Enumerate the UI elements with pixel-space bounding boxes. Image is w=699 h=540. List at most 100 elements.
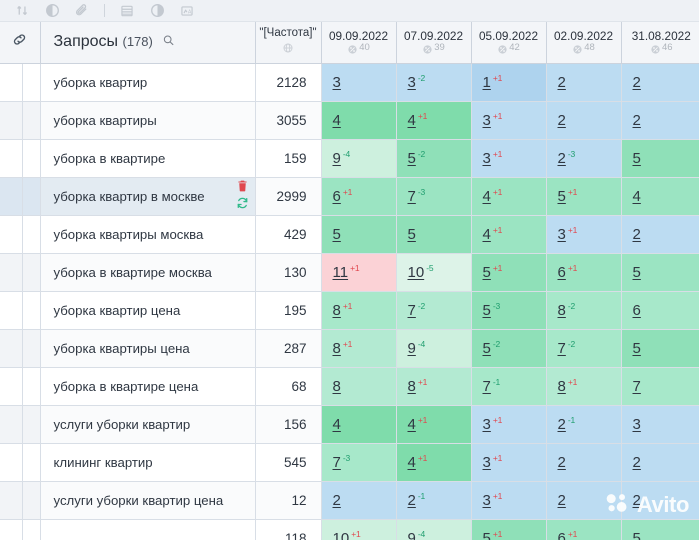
row-checkbox[interactable]	[0, 101, 23, 140]
query-cell[interactable]: уборка квартиры	[40, 101, 256, 140]
row-checkbox[interactable]	[0, 481, 23, 520]
table-row[interactable]: уборка в квартире цена 68 8 8 +1 7 -1 8 +1 7	[0, 367, 699, 406]
row-checkbox[interactable]	[0, 215, 23, 254]
trash-icon[interactable]	[236, 180, 249, 196]
date-column-header[interactable]: 31.08.2022 46	[621, 22, 699, 64]
position-cell[interactable]: 2	[321, 481, 397, 520]
refresh-icon[interactable]	[236, 197, 249, 213]
position-cell[interactable]: 8 +1	[396, 367, 472, 406]
position-cell[interactable]: 4 +1	[471, 215, 547, 254]
position-cell[interactable]: 5	[621, 253, 699, 292]
position-cell[interactable]: 2 -1	[546, 405, 622, 444]
position-cell[interactable]: 8 -2	[546, 291, 622, 330]
table-row[interactable]: услуги уборки квартир цена 12 2 2 -1 3 +1 2 2	[0, 481, 699, 520]
date-column-header[interactable]: 09.09.2022 40	[321, 22, 397, 64]
position-cell[interactable]: 5 +1	[471, 253, 547, 292]
row-flag[interactable]	[22, 63, 41, 102]
position-cell[interactable]: 4 +1	[396, 405, 472, 444]
position-cell[interactable]: 10 -5	[396, 253, 472, 292]
row-flag[interactable]	[22, 443, 41, 482]
position-cell[interactable]: 2	[546, 481, 622, 520]
date-column-header[interactable]: 05.09.2022 42	[471, 22, 547, 64]
query-cell[interactable]: уборка квартиры цена	[40, 329, 256, 368]
row-checkbox[interactable]	[0, 291, 23, 330]
table-row[interactable]: уборка квартир 2128 3 3 -2 1 +1 2 2	[0, 63, 699, 102]
position-cell[interactable]: 3	[321, 63, 397, 102]
query-cell[interactable]: уборка в квартире цена	[40, 367, 256, 406]
row-flag[interactable]	[22, 291, 41, 330]
position-cell[interactable]: 8 +1	[546, 367, 622, 406]
table-row[interactable]: клининг квартир 545 7 -3 4 +1 3 +1 2 2	[0, 443, 699, 482]
position-cell[interactable]: 6 +1	[546, 253, 622, 292]
text-image-icon[interactable]: A	[179, 3, 195, 19]
position-cell[interactable]: 9 -4	[321, 139, 397, 178]
position-cell[interactable]: 6	[621, 291, 699, 330]
row-flag[interactable]	[22, 215, 41, 254]
table-row[interactable]: услуги уборки квартир 156 4 4 +1 3 +1 2 -1 3	[0, 405, 699, 444]
query-cell[interactable]: уборка квартир	[40, 63, 256, 102]
position-cell[interactable]: 5 -2	[471, 329, 547, 368]
row-checkbox[interactable]	[0, 443, 23, 482]
position-cell[interactable]: 2 -1	[396, 481, 472, 520]
position-cell[interactable]: 3 +1	[471, 443, 547, 482]
query-cell[interactable]: услуги уборки квартир	[40, 405, 256, 444]
position-cell[interactable]: 5	[621, 139, 699, 178]
position-cell[interactable]: 7 -3	[396, 177, 472, 216]
position-cell[interactable]: 2	[546, 443, 622, 482]
position-cell[interactable]: 9 -4	[396, 329, 472, 368]
position-cell[interactable]: 2	[621, 215, 699, 254]
query-cell[interactable]	[40, 519, 256, 540]
position-cell[interactable]: 4 +1	[396, 101, 472, 140]
position-cell[interactable]: 4	[321, 101, 397, 140]
position-cell[interactable]: 8 +1	[321, 291, 397, 330]
position-cell[interactable]: 8 +1	[321, 329, 397, 368]
position-cell[interactable]: 5	[321, 215, 397, 254]
row-checkbox[interactable]	[0, 63, 23, 102]
query-cell[interactable]: клининг квартир	[40, 443, 256, 482]
position-cell[interactable]: 8	[321, 367, 397, 406]
row-checkbox[interactable]	[0, 329, 23, 368]
position-cell[interactable]: 5 +1	[471, 519, 547, 540]
position-cell[interactable]: 6 +1	[321, 177, 397, 216]
row-flag[interactable]	[22, 139, 41, 178]
position-cell[interactable]: 3 +1	[471, 481, 547, 520]
position-cell[interactable]: 4 +1	[471, 177, 547, 216]
row-flag[interactable]	[22, 101, 41, 140]
query-cell[interactable]: уборка квартиры москва	[40, 215, 256, 254]
half-circle-icon[interactable]	[149, 3, 165, 19]
position-cell[interactable]: 5 +1	[546, 177, 622, 216]
search-icon[interactable]	[162, 34, 175, 52]
position-cell[interactable]: 7	[621, 367, 699, 406]
position-cell[interactable]: 4	[321, 405, 397, 444]
row-flag[interactable]	[22, 329, 41, 368]
position-cell[interactable]: 9 -4	[396, 519, 472, 540]
position-cell[interactable]: 5	[621, 329, 699, 368]
position-cell[interactable]: 2	[621, 481, 699, 520]
position-cell[interactable]: 5	[621, 519, 699, 540]
position-cell[interactable]: 7 -1	[471, 367, 547, 406]
link-column-header[interactable]	[0, 22, 41, 64]
table-row[interactable]: 118 10 +1 9 -4 5 +1 6 +1 5	[0, 519, 699, 540]
sort-icon[interactable]	[14, 3, 30, 19]
position-cell[interactable]: 2	[546, 63, 622, 102]
position-cell[interactable]: 6 +1	[546, 519, 622, 540]
position-cell[interactable]: 7 -2	[546, 329, 622, 368]
position-cell[interactable]: 3 +1	[471, 139, 547, 178]
table-row[interactable]: уборка квартиры 3055 4 4 +1 3 +1 2 2	[0, 101, 699, 140]
position-cell[interactable]: 5 -2	[396, 139, 472, 178]
position-cell[interactable]: 2	[546, 101, 622, 140]
row-flag[interactable]	[22, 405, 41, 444]
paperclip-icon[interactable]	[74, 3, 90, 19]
query-cell[interactable]: уборка в квартире москва	[40, 253, 256, 292]
row-flag[interactable]	[22, 519, 41, 540]
row-checkbox[interactable]	[0, 519, 23, 540]
date-column-header[interactable]: 02.09.2022 48	[546, 22, 622, 64]
position-cell[interactable]: 7 -3	[321, 443, 397, 482]
row-checkbox[interactable]	[0, 253, 23, 292]
query-cell[interactable]: уборка в квартире	[40, 139, 256, 178]
table-row[interactable]: уборка квартир в москве 2999 6 +1 7 -3 4 +1 5 +1 4	[0, 177, 699, 216]
position-cell[interactable]: 2	[621, 63, 699, 102]
position-cell[interactable]: 5 -3	[471, 291, 547, 330]
position-cell[interactable]: 2	[621, 443, 699, 482]
row-flag[interactable]	[22, 481, 41, 520]
